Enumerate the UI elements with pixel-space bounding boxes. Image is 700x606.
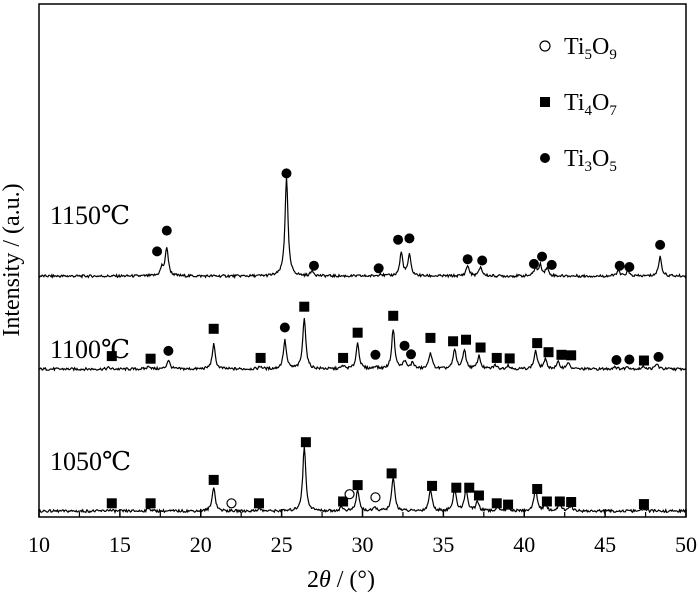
ti4o7-marker: [208, 323, 219, 334]
ti3o5-marker: [163, 345, 174, 356]
x-tick-label: 30: [352, 532, 374, 557]
ti4o7-marker: [503, 499, 514, 510]
legend-ti3o5-marker: [540, 153, 550, 163]
ti3o5-marker: [399, 340, 410, 351]
ti4o7-marker: [543, 347, 554, 358]
plot-frame: [38, 3, 687, 518]
xrd-pattern-line: [38, 446, 687, 515]
x-tick-label: 10: [28, 532, 50, 557]
ti4o7-marker: [541, 496, 552, 507]
ti4o7-marker: [255, 352, 266, 363]
legend-label: Ti4O7: [564, 90, 617, 119]
ti4o7-marker: [566, 350, 577, 361]
ti4o7-marker: [300, 437, 311, 448]
ti4o7-marker: [208, 474, 219, 485]
ti4o7-marker: [352, 327, 363, 338]
x-tick-label: 50: [675, 532, 697, 557]
ti3o5-marker: [477, 255, 488, 266]
x-axis-label-unit: / (°): [331, 567, 375, 593]
x-axis-label-theta: θ: [319, 567, 331, 593]
ti4o7-marker: [532, 484, 543, 494]
ti4o7-marker: [299, 301, 310, 312]
ti4o7-marker: [427, 480, 438, 491]
ti3o5-marker: [393, 234, 404, 245]
ti4o7-marker: [388, 310, 399, 321]
ti4o7-marker: [386, 468, 397, 479]
ti4o7-marker: [106, 498, 117, 509]
curve-labels: 1150℃ 1100℃ 1050℃: [50, 201, 131, 476]
legend-ti5o9-marker: [539, 40, 551, 52]
ti4o7-marker: [461, 334, 472, 345]
ti4o7-marker: [448, 336, 459, 347]
x-tick-label: 15: [109, 532, 131, 557]
ti3o5-marker: [281, 168, 292, 179]
ti3o5-marker: [404, 233, 415, 244]
ti4o7-marker: [473, 490, 484, 501]
ti4o7-marker: [554, 496, 565, 507]
ti5o9-marker: [226, 498, 237, 509]
ti3o5-marker: [152, 246, 163, 257]
ti5o9-marker: [344, 489, 355, 500]
ti3o5-marker: [624, 262, 635, 272]
x-tick-label: 45: [594, 532, 616, 557]
diffraction-curves: [38, 176, 687, 515]
ti4o7-marker: [338, 352, 349, 363]
xrd-pattern-line: [38, 176, 687, 279]
ti3o5-marker: [611, 355, 622, 365]
ti4o7-marker: [106, 351, 117, 362]
ti4o7-marker: [638, 355, 649, 366]
ti4o7-marker: [638, 499, 649, 510]
curve-label: 1050℃: [50, 447, 131, 476]
legend-ti4o7-marker: [540, 97, 550, 107]
ti4o7-marker: [425, 332, 436, 343]
phase-markers: [106, 168, 666, 510]
legend-label: Ti5O9: [564, 34, 617, 63]
ti3o5-marker: [614, 260, 625, 271]
ti4o7-marker: [491, 352, 502, 363]
ti4o7-marker: [338, 496, 349, 507]
ti3o5-marker: [546, 259, 557, 270]
ti4o7-marker: [475, 342, 486, 353]
ti3o5-marker: [655, 239, 666, 250]
y-axis-label: Intensity / (a.u.): [0, 183, 25, 336]
ti4o7-marker: [145, 353, 156, 364]
ti3o5-marker: [528, 258, 539, 269]
curve-label: 1100℃: [50, 335, 130, 364]
ti4o7-marker: [253, 498, 264, 509]
x-tick-label: 25: [271, 532, 293, 557]
legend-label: Ti3O5: [564, 146, 617, 175]
ti4o7-marker: [145, 498, 156, 509]
ti3o5-marker: [537, 251, 548, 262]
ti3o5-marker: [161, 225, 172, 236]
ti3o5-marker: [373, 263, 384, 274]
ti3o5-marker: [308, 260, 319, 271]
ti3o5-marker: [624, 354, 635, 365]
ti3o5-marker: [370, 349, 381, 360]
x-tick-label: 20: [190, 532, 212, 557]
ti3o5-marker: [406, 349, 417, 360]
x-axis-label: 2θ / (°): [307, 567, 375, 593]
ti4o7-marker: [491, 498, 502, 509]
xrd-pattern-line: [38, 317, 687, 372]
curve-label: 1150℃: [50, 201, 130, 230]
ti5o9-marker: [370, 492, 381, 503]
ti4o7-marker: [451, 482, 462, 493]
x-axis-label-prefix: 2: [307, 567, 319, 593]
ti3o5-marker: [653, 351, 664, 362]
x-tick-label: 35: [432, 532, 454, 557]
ti3o5-marker: [279, 322, 290, 333]
x-tick-label: 40: [513, 532, 535, 557]
legend: Ti5O9 Ti4O7 Ti3O5: [539, 34, 617, 175]
ti4o7-marker: [504, 353, 515, 364]
ti3o5-marker: [462, 254, 473, 265]
ti4o7-marker: [556, 349, 567, 360]
ti4o7-marker: [566, 497, 577, 507]
ti4o7-marker: [464, 482, 475, 493]
ti4o7-marker: [352, 480, 363, 491]
x-axis-ticks: 10 15 20 25 30 35 40 45 50: [28, 509, 697, 557]
ti4o7-marker: [532, 338, 543, 349]
